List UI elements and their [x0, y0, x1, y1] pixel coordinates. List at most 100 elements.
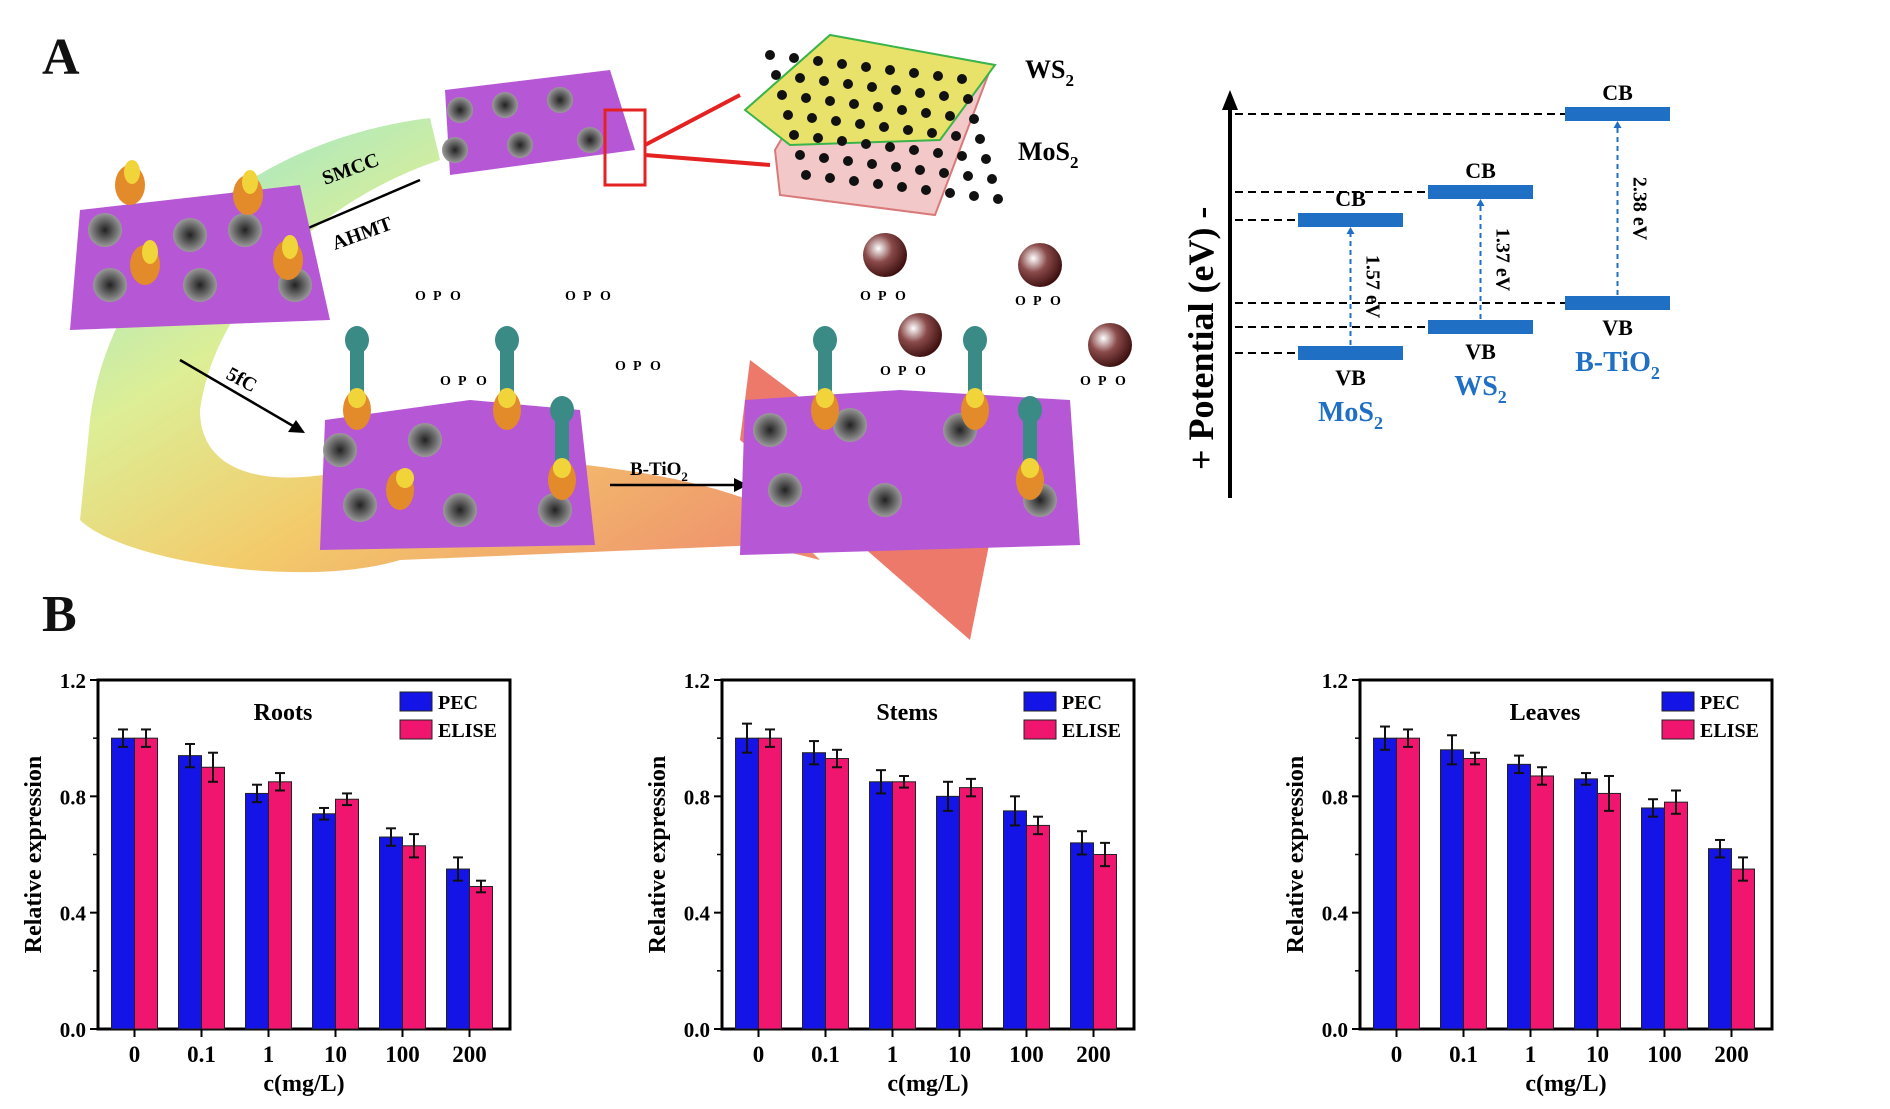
material-label-2: B-TiO2: [1575, 347, 1660, 383]
step-label-5fc: 5fC: [223, 363, 261, 397]
lattice-atom: [795, 73, 805, 83]
bar-pec-0: [735, 737, 759, 1030]
bar-elise-1: [892, 781, 916, 1030]
lattice-atom: [843, 79, 853, 89]
bar-pec-100: [1641, 807, 1665, 1030]
x-tick-label: 0: [1391, 1042, 1403, 1067]
bar-pec-100: [379, 836, 403, 1030]
band-diagram: + Potential (eV) - CB VB 1.57 eV MoS2 CB VB 1.…: [1181, 80, 1670, 498]
potential-axis-label: + Potential (eV) -: [1181, 207, 1221, 470]
lattice-atom: [843, 156, 853, 166]
svg-text:O: O: [440, 374, 451, 389]
legend-label-pec: PEC: [1700, 692, 1740, 714]
heterostructure-lattice: [743, 33, 1003, 217]
lattice-atom: [993, 194, 1003, 204]
bar-elise-10: [959, 787, 983, 1030]
lattice-atom: [975, 134, 985, 144]
lattice-atom: [813, 56, 823, 66]
ws2-label: WS2: [1025, 55, 1074, 90]
cb-band-2: [1565, 107, 1670, 121]
gap-arrowhead-0: [1346, 227, 1355, 234]
btio2-particles: [863, 233, 1132, 367]
bar-pec-0: [1373, 737, 1397, 1030]
lattice-atom: [783, 110, 793, 120]
bar-elise-0.1: [825, 758, 849, 1030]
lattice-atom: [957, 151, 967, 161]
bar-elise-100: [402, 845, 426, 1030]
y-tick-label: 0.8: [684, 785, 710, 809]
lattice-atom: [915, 165, 925, 175]
step-arrow-2: [179, 358, 301, 432]
lattice-atom: [765, 50, 775, 60]
lattice-atom: [885, 142, 895, 152]
svg-text:O: O: [1080, 374, 1091, 389]
lattice-atom: [861, 139, 871, 149]
x-tick-label: 10: [948, 1042, 971, 1067]
bar-pec-0.1: [802, 752, 826, 1030]
svg-text:O: O: [565, 289, 576, 304]
lattice-atom: [819, 153, 829, 163]
lattice-atom: [855, 119, 865, 129]
x-tick-label: 200: [1714, 1042, 1749, 1067]
y-tick-label: 1.2: [684, 670, 710, 693]
step-label-ahmt: AHMT: [329, 213, 396, 255]
lattice-atom: [819, 76, 829, 86]
bar-pec-0.1: [1440, 749, 1464, 1030]
lattice-atom: [969, 191, 979, 201]
lattice-atom: [861, 62, 871, 72]
bar-pec-10: [1574, 778, 1598, 1030]
lattice-atom: [849, 99, 859, 109]
lattice-atom: [897, 105, 907, 115]
lattice-atom: [969, 114, 979, 124]
x-tick-label: 100: [1647, 1042, 1682, 1067]
lattice-atom: [807, 113, 817, 123]
svg-text:O: O: [600, 289, 611, 304]
lattice-atom: [873, 179, 883, 189]
x-tick-label: 0: [753, 1042, 765, 1067]
lattice-atom: [891, 85, 901, 95]
gap-label-0: 1.57 eV: [1362, 255, 1384, 319]
bar-elise-0: [758, 737, 782, 1030]
step-label-btio2: B-TiO2: [630, 459, 688, 484]
svg-text:O: O: [615, 359, 626, 374]
lattice-atom: [825, 173, 835, 183]
lattice-atom: [873, 102, 883, 112]
svg-text:O: O: [650, 359, 661, 374]
lattice-atom: [903, 125, 913, 135]
lattice-atom: [825, 96, 835, 106]
legend-label-elise: ELISE: [1700, 720, 1759, 742]
vb-band-1: [1428, 320, 1533, 334]
svg-text:P: P: [633, 359, 642, 374]
assay-schematic: WS2 MoS2 SMCC AHMT 5fC: [70, 33, 1132, 640]
legend-swatch-pec: [1023, 691, 1057, 712]
lattice-atom: [789, 53, 799, 63]
lattice-atom: [933, 148, 943, 158]
x-tick-label: 200: [452, 1042, 487, 1067]
bar-elise-1: [268, 781, 292, 1030]
x-tick-label: 1: [887, 1042, 899, 1067]
legend-label-pec: PEC: [438, 692, 478, 714]
bar-pec-10: [936, 795, 960, 1030]
bar-elise-200: [1731, 868, 1755, 1030]
svg-text:P: P: [878, 289, 887, 304]
lattice-atom: [981, 154, 991, 164]
x-tick-label: 0.1: [187, 1042, 216, 1067]
cb-label-1: CB: [1465, 158, 1496, 183]
legend-swatch-elise: [399, 719, 433, 740]
panel-label-a: A: [42, 29, 80, 86]
svg-text:O: O: [476, 374, 487, 389]
y-tick-label: 0.8: [1322, 785, 1348, 809]
lattice-atom: [795, 150, 805, 160]
x-tick-label: 0.1: [1449, 1042, 1478, 1067]
svg-text:P: P: [1098, 374, 1107, 389]
lattice-atom: [801, 93, 811, 103]
x-axis-label: c(mg/L): [887, 1071, 968, 1097]
cb-band-1: [1428, 185, 1533, 199]
legend-label-pec: PEC: [1062, 692, 1102, 714]
chart-stems: 0.0 0.4 0.8 1.2 Relative expression 0 0.1 1 10 10…: [645, 670, 1136, 1097]
y-tick-label: 0.0: [60, 1018, 86, 1042]
lattice-atom: [915, 88, 925, 98]
y-tick-label: 1.2: [60, 670, 86, 693]
svg-text:O: O: [1015, 294, 1026, 309]
